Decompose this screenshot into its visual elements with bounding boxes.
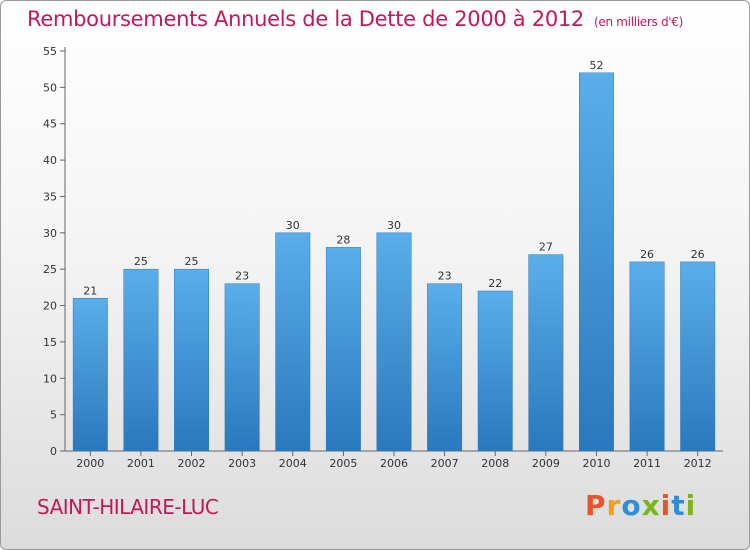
x-tick-label: 2010	[582, 457, 610, 470]
x-tick-label: 2002	[178, 457, 206, 470]
bar-value-label: 25	[134, 255, 148, 268]
bar-value-label: 22	[488, 277, 502, 290]
y-tick-label: 0	[50, 445, 57, 458]
bar-2011	[629, 261, 665, 452]
x-tick-label: 2006	[380, 457, 408, 470]
bar-value-label: 28	[336, 233, 350, 246]
y-tick-label: 40	[43, 154, 57, 167]
x-tick-label: 2004	[279, 457, 307, 470]
y-tick-label: 25	[43, 263, 57, 276]
logo-letter: r	[606, 489, 622, 522]
x-tick-label: 2009	[532, 457, 560, 470]
bar-value-label: 27	[539, 241, 553, 254]
commune-name: SAINT-HILAIRE-LUC	[37, 495, 219, 519]
bar-2003	[224, 283, 260, 452]
bar-2007	[427, 283, 463, 452]
logo-letter: t	[671, 489, 686, 522]
bar-value-label: 30	[387, 219, 401, 232]
bar-value-label: 26	[640, 248, 654, 261]
bar-value-label: 21	[83, 284, 97, 297]
y-tick-label: 35	[43, 190, 57, 203]
bar-value-label: 25	[185, 255, 199, 268]
x-tick-label: 2011	[633, 457, 661, 470]
bar-2006	[376, 232, 412, 452]
logo-letter: i	[685, 489, 697, 522]
chart-title: Remboursements Annuels de la Dette de 20…	[27, 7, 683, 31]
bar-2008	[477, 290, 513, 452]
chart-title-text: Remboursements Annuels de la Dette de 20…	[27, 7, 584, 31]
x-tick-label: 2007	[431, 457, 459, 470]
bar-value-label: 23	[438, 270, 452, 283]
logo-letter: x	[641, 489, 661, 522]
bar-2005	[325, 247, 361, 452]
y-tick-label: 30	[43, 227, 57, 240]
bar-2004	[275, 232, 311, 452]
chart-bars: 21 25 25 23 30 28 30 23 22 27 52 26 26	[72, 59, 716, 452]
x-tick-label: 2000	[76, 457, 104, 470]
x-tick-label: 2003	[228, 457, 256, 470]
y-tick-label: 20	[43, 300, 57, 313]
logo-letter: i	[660, 489, 672, 522]
y-tick-label: 55	[43, 45, 57, 58]
bar-2012	[680, 261, 716, 452]
y-tick-label: 5	[50, 409, 57, 422]
bar-2001	[123, 268, 159, 452]
bar-2002	[174, 268, 209, 452]
chart-unit-note: (en milliers d'€)	[594, 15, 684, 29]
bar-2000	[72, 298, 108, 452]
bar-value-label: 23	[235, 270, 249, 283]
bar-2009	[528, 254, 564, 452]
proxiti-logo: Proxiti	[585, 489, 696, 522]
bar-value-label: 30	[286, 219, 300, 232]
x-tick-label: 2012	[684, 457, 712, 470]
y-tick-label: 50	[43, 81, 57, 94]
y-tick-label: 10	[43, 372, 57, 385]
x-tick-label: 2001	[127, 457, 155, 470]
y-tick-label: 15	[43, 336, 57, 349]
logo-letter: P	[585, 489, 607, 522]
y-tick-label: 45	[43, 118, 57, 131]
bar-value-label: 52	[589, 59, 603, 72]
chart-axes: 0 5 10 15 20 25 30 35 40 45 50 55 2000 2001 2002 2003 20…	[43, 45, 723, 470]
x-tick-label: 2008	[481, 457, 509, 470]
bar-2010	[579, 72, 614, 452]
logo-letter: o	[621, 489, 642, 522]
x-tick-label: 2005	[329, 457, 357, 470]
bar-value-label: 26	[691, 248, 705, 261]
